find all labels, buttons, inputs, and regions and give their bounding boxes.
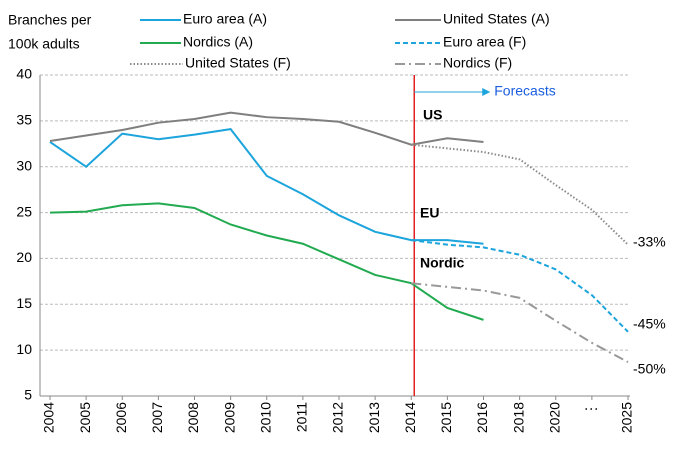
y-tick-label: 35 <box>16 112 32 128</box>
legend-label: Nordics (A) <box>183 34 253 50</box>
y-axis-label: 100k adults <box>8 36 80 52</box>
x-tick-label: 2006 <box>113 402 129 433</box>
annotation: -33% <box>633 234 666 250</box>
x-tick-label: 2015 <box>438 402 454 433</box>
x-tick-label: 2007 <box>149 402 165 433</box>
annotation: -45% <box>633 316 666 332</box>
x-tick-label: 2016 <box>474 402 490 433</box>
y-tick-label: 25 <box>16 203 32 219</box>
legend-label: Euro area (F) <box>443 34 526 50</box>
y-tick-label: 30 <box>16 157 32 173</box>
y-axis-label: Branches per <box>8 12 92 28</box>
x-tick-label: 2014 <box>402 402 418 433</box>
annotation: Nordic <box>420 255 465 271</box>
x-tick-label: 2005 <box>77 402 93 433</box>
forecast-label: Forecasts <box>494 83 555 99</box>
x-tick-label: 2012 <box>330 402 346 433</box>
legend-label: United States (A) <box>443 11 550 27</box>
y-tick-label: 15 <box>16 295 32 311</box>
series-line <box>49 202 484 321</box>
x-tick-label: 2008 <box>185 402 201 433</box>
x-tick-label: ⋮ <box>583 402 599 416</box>
forecast-arrow-head <box>482 88 491 96</box>
x-tick-label: 2010 <box>257 402 273 433</box>
annotation: -50% <box>633 361 666 377</box>
x-tick-label: 2020 <box>546 402 562 433</box>
x-tick-label: 2011 <box>294 402 310 432</box>
y-tick-label: 40 <box>16 66 32 82</box>
x-tick-label: 2013 <box>366 402 382 433</box>
y-tick-label: 10 <box>16 341 32 357</box>
series-line <box>411 239 629 333</box>
series-line <box>411 282 629 363</box>
y-tick-label: 5 <box>24 387 32 403</box>
x-tick-label: 2009 <box>221 402 237 433</box>
series-line <box>411 143 629 246</box>
legend-label: Nordics (F) <box>443 55 512 71</box>
annotation: US <box>423 107 442 123</box>
annotation: EU <box>420 205 439 221</box>
legend-label: United States (F) <box>185 55 291 71</box>
x-tick-label: 2018 <box>510 402 526 433</box>
x-tick-label: 2004 <box>41 402 57 433</box>
legend-label: Euro area (A) <box>183 11 267 27</box>
x-tick-label: 2025 <box>619 402 635 433</box>
y-tick-label: 20 <box>16 249 32 265</box>
